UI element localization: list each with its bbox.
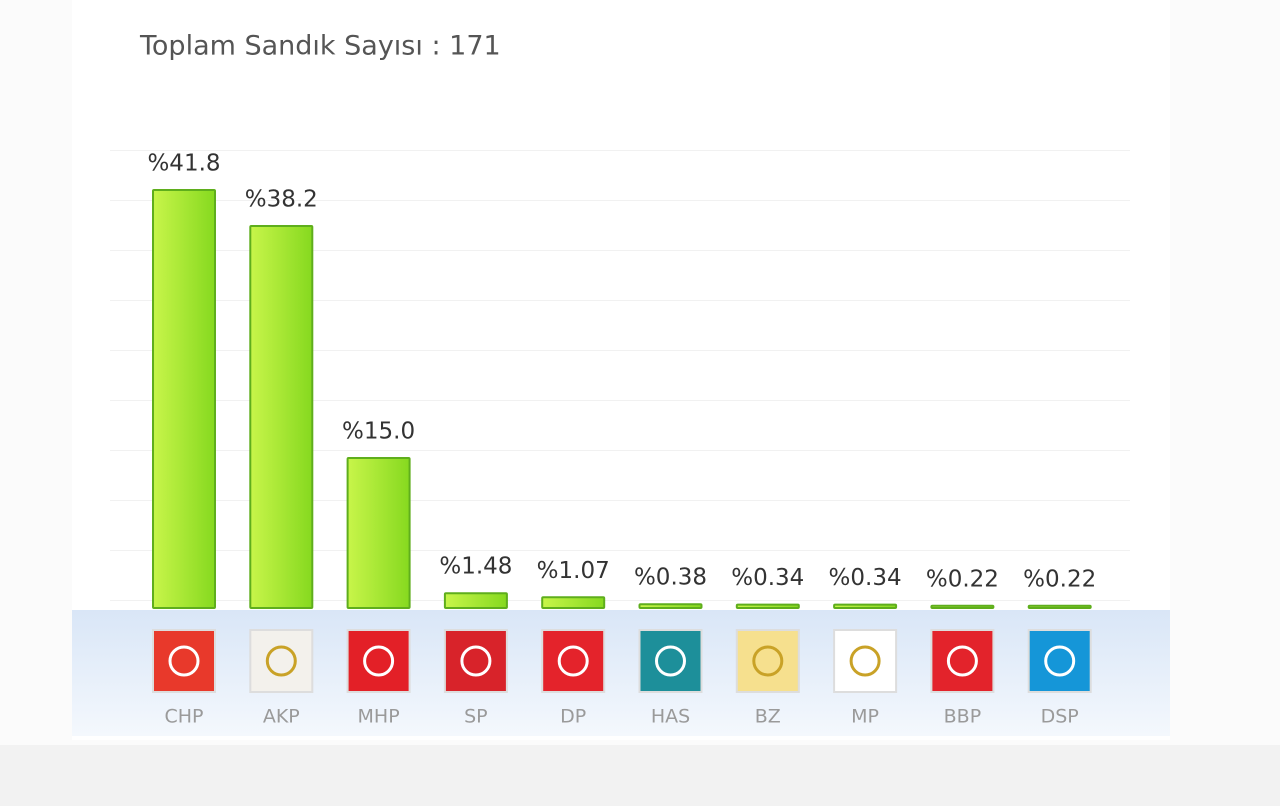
party-logo [152, 629, 216, 693]
party-logo [443, 629, 508, 693]
bar [930, 604, 995, 609]
value-label: %1.48 [439, 554, 512, 580]
value-label: %0.34 [829, 565, 902, 591]
bar [833, 603, 898, 609]
value-label: %1.07 [537, 558, 610, 584]
x-tick-label: CHP [164, 706, 203, 728]
x-tick-label: HAS [651, 706, 690, 728]
party-logo [1027, 629, 1092, 693]
value-label: %0.38 [634, 565, 707, 591]
value-label: %38.2 [245, 187, 318, 213]
bar [346, 457, 411, 609]
x-tick-label: MHP [358, 706, 400, 728]
party-logo-emblem [655, 645, 686, 677]
chart-title: Toplam Sandık Sayısı : 171 [139, 31, 501, 62]
party-logo [249, 629, 314, 693]
value-label: %0.22 [1023, 566, 1096, 592]
party-logo [930, 629, 995, 693]
x-tick-label: BZ [755, 706, 781, 728]
bar [443, 592, 508, 610]
x-tick-label: DP [560, 706, 586, 728]
party-logo [833, 629, 898, 693]
party-logo-emblem [752, 645, 784, 677]
bar [541, 596, 606, 609]
x-tick-label: SP [464, 706, 488, 728]
party-logo-emblem [265, 645, 297, 677]
party-logo-emblem [946, 645, 978, 677]
value-label: %0.34 [731, 565, 804, 591]
party-logo-emblem [363, 645, 395, 677]
value-label: %0.22 [926, 566, 999, 592]
party-logo-emblem [849, 645, 881, 677]
party-logo-emblem [1044, 645, 1076, 677]
party-logo-emblem [168, 645, 200, 677]
value-label: %41.8 [147, 151, 220, 177]
x-tick-label: BBP [944, 706, 982, 728]
party-logo-emblem [557, 645, 589, 677]
party-logo [346, 629, 411, 693]
bar [152, 189, 216, 609]
marks: %41.8 CHP %38.2 AKP %15.0 MHP %1.48 SP %1.07 DP %0… [147, 151, 1096, 728]
value-label: %15.0 [342, 419, 415, 445]
x-tick-label: MP [851, 706, 879, 728]
logo-band [72, 610, 1170, 736]
party-logo [735, 629, 800, 693]
party-logo-emblem [460, 645, 492, 677]
party-logo [638, 629, 703, 693]
bar [249, 225, 314, 609]
party-logo [541, 629, 606, 693]
bar [1027, 604, 1092, 609]
bar [638, 603, 703, 610]
x-tick-label: AKP [263, 706, 300, 728]
x-tick-label: DSP [1041, 706, 1079, 728]
bar [735, 603, 800, 609]
